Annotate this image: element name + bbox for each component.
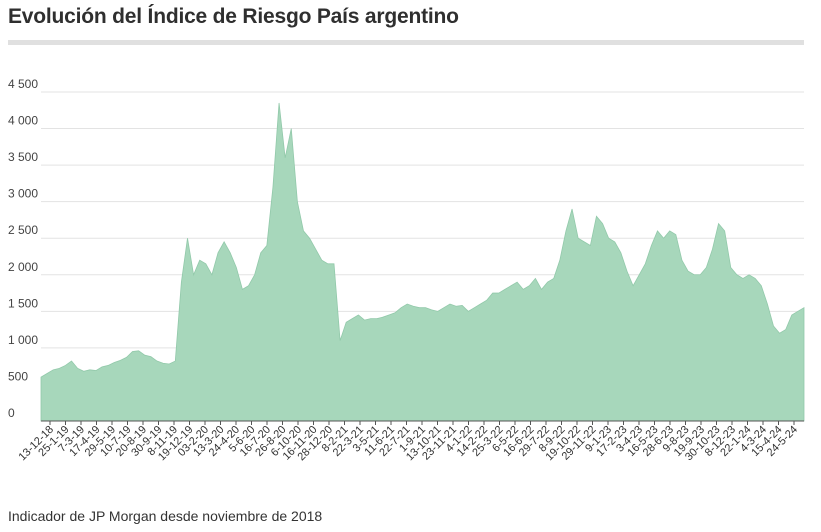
y-tick-label: 1 500 bbox=[8, 296, 38, 310]
series-area-path bbox=[40, 102, 805, 422]
y-tick-label: 4 500 bbox=[8, 77, 38, 91]
chart-footnote: Indicador de JP Morgan desde noviembre d… bbox=[8, 508, 323, 524]
y-tick-label: 500 bbox=[8, 369, 28, 383]
x-axis bbox=[41, 420, 804, 425]
y-tick-label: 3 000 bbox=[8, 187, 38, 201]
title-divider bbox=[8, 40, 804, 45]
chart-title: Evolución del Índice de Riesgo País arge… bbox=[8, 5, 459, 28]
y-tick-label: 1 000 bbox=[8, 333, 38, 347]
y-tick-label: 2 000 bbox=[8, 260, 38, 274]
x-axis-labels: 13-12-1825-1-197-3-1917-4-1929-5-1910-7-… bbox=[16, 424, 800, 464]
y-tick-label: 2 500 bbox=[8, 223, 38, 237]
y-tick-label: 4 000 bbox=[8, 114, 38, 128]
y-axis-labels: 0 500 1 000 1 500 2 000 2 500 3 000 3 500 4 000 4… bbox=[8, 77, 38, 420]
y-tick-label: 3 500 bbox=[8, 150, 38, 164]
y-tick-label: 0 bbox=[8, 406, 15, 420]
series-area bbox=[40, 102, 805, 422]
